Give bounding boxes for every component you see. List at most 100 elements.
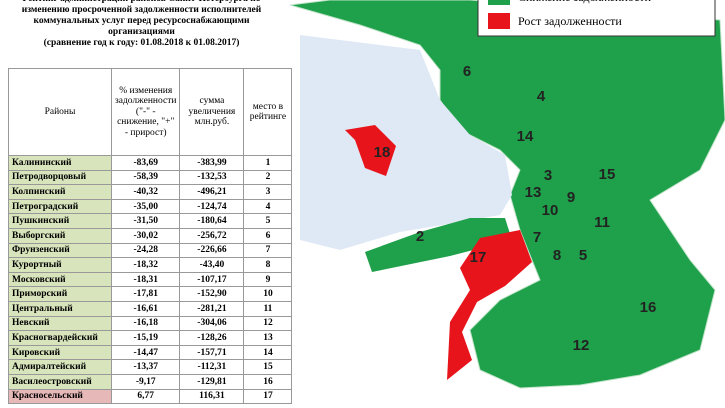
table-row: Выборгский -30,02 -256,72 6 (8, 227, 293, 244)
table-row: Василеостровский -9,17 -129,81 16 (8, 373, 293, 390)
table-cell: -132,53 (179, 169, 245, 186)
table-cell: -157,71 (179, 344, 245, 361)
table-cell: Красносельский (8, 388, 112, 405)
table-cell: -124,74 (179, 198, 245, 215)
table-cell: -24,28 (110, 242, 181, 259)
district-number: 4 (537, 88, 546, 105)
district-number: 8 (553, 247, 561, 264)
table-cell: -35,00 (110, 198, 181, 215)
table-row: Калининский -83,69 -383,99 1 (8, 155, 293, 171)
table-cell: 1 (243, 155, 293, 171)
table-cell: Кировский (8, 344, 112, 361)
table-cell: Колпинский (8, 184, 112, 200)
district-number: 10 (542, 202, 559, 219)
table-cell: -152,90 (179, 286, 245, 302)
table-cell: -281,21 (179, 300, 245, 317)
table-cell: 116,31 (179, 388, 245, 405)
table-cell: -14,47 (110, 344, 181, 361)
table-cell: -128,26 (179, 330, 245, 346)
table-row: Пушкинский -31,50 -180,64 5 (8, 213, 293, 229)
district-17 (447, 230, 532, 380)
district-number: 16 (640, 299, 657, 316)
table-cell: -226,66 (179, 242, 245, 259)
table-cell: Фрунзенский (8, 242, 112, 259)
table-row: Московский -18,31 -107,17 9 (8, 271, 293, 288)
header-cell: % изменения задолженности ("-" - снижени… (110, 68, 181, 156)
table-cell: Красногвардейский (8, 330, 112, 346)
water (300, 35, 512, 250)
table-cell: -496,21 (179, 184, 245, 200)
table-cell: -180,64 (179, 213, 245, 229)
district-number: 6 (463, 63, 471, 80)
header-cell: сумма увеличения млн.руб. (179, 68, 245, 156)
title: Рейтинг администраций районов Санкт-Пете… (8, 0, 275, 49)
table-row: Курортный -18,32 -43,40 8 (8, 257, 293, 273)
table-cell: -112,31 (179, 359, 245, 375)
table-cell: 5 (243, 213, 293, 229)
table-cell: 7 (243, 242, 293, 259)
district-number: 14 (517, 128, 534, 145)
table-row: Приморский -17,81 -152,90 10 (8, 286, 293, 302)
table-cell: -40,32 (110, 184, 181, 200)
table-cell: Приморский (8, 286, 112, 302)
table-cell: 3 (243, 184, 293, 200)
table-row: Центральный -16,61 -281,21 11 (8, 300, 293, 317)
header-cell: Районы (8, 68, 112, 156)
table-cell: -18,31 (110, 271, 181, 288)
table-cell: -9,17 (110, 373, 181, 390)
table-cell: Московский (8, 271, 112, 288)
table-cell: Петродворцовый (8, 169, 112, 186)
table-cell: -31,50 (110, 213, 181, 229)
table-cell: 14 (243, 344, 293, 361)
table-cell: -107,17 (179, 271, 245, 288)
table-cell: -58,39 (110, 169, 181, 186)
table-cell: -15,19 (110, 330, 181, 346)
table-cell: Василеостровский (8, 373, 112, 390)
header-row: Районы% изменения задолженности ("-" - с… (8, 68, 293, 156)
district-number: 15 (599, 166, 616, 183)
table-cell: 16 (243, 373, 293, 390)
legend-label: Рост задолженности (518, 14, 622, 28)
table-row: Петроградский -35,00 -124,74 4 (8, 198, 293, 215)
table-cell: 9 (243, 271, 293, 288)
district-18 (345, 125, 396, 176)
district-number: 12 (573, 337, 590, 354)
district-number: 5 (579, 247, 587, 264)
legend-box (477, 0, 716, 37)
table-cell: 2 (243, 169, 293, 186)
district-number: 18 (374, 144, 391, 161)
table-cell: -256,72 (179, 227, 245, 244)
legend-swatch (488, 0, 510, 5)
table-cell: -43,40 (179, 257, 245, 273)
district-number: 9 (567, 189, 575, 206)
table-cell: Невский (8, 315, 112, 332)
table-cell: 17 (243, 388, 293, 405)
rating-table: Районы% изменения задолженности ("-" - с… (8, 68, 293, 405)
legend-swatch (488, 13, 510, 29)
district-number: 3 (544, 167, 552, 184)
table-cell: 8 (243, 257, 293, 273)
subtitle: (сравнение год к году: 01.08.2018 к 01.0… (43, 38, 240, 48)
table-row: Адмиралтейский -13,37 -112,31 15 (8, 359, 293, 375)
table-cell: 12 (243, 315, 293, 332)
legend-label: Снижение задолженности (518, 0, 652, 4)
title-text: Рейтинг администраций районов Санкт-Пете… (21, 0, 262, 37)
table-row: Красногвардейский -15,19 -128,26 13 (8, 330, 293, 346)
table-cell: -18,32 (110, 257, 181, 273)
table-cell: 4 (243, 198, 293, 215)
table-cell: 6 (243, 227, 293, 244)
table-cell: -129,81 (179, 373, 245, 390)
district-number: 7 (533, 229, 541, 246)
table-cell: -16,61 (110, 300, 181, 317)
table-cell: Пушкинский (8, 213, 112, 229)
table-cell: Курортный (8, 257, 112, 273)
table-cell: 13 (243, 330, 293, 346)
table-cell: -16,18 (110, 315, 181, 332)
table-cell: Выборгский (8, 227, 112, 244)
table-cell: -30,02 (110, 227, 181, 244)
table-row: Невский -16,18 -304,06 12 (8, 315, 293, 332)
table-cell: -17,81 (110, 286, 181, 302)
table-row: Фрунзенский -24,28 -226,66 7 (8, 242, 293, 259)
district-number: 17 (470, 249, 487, 266)
